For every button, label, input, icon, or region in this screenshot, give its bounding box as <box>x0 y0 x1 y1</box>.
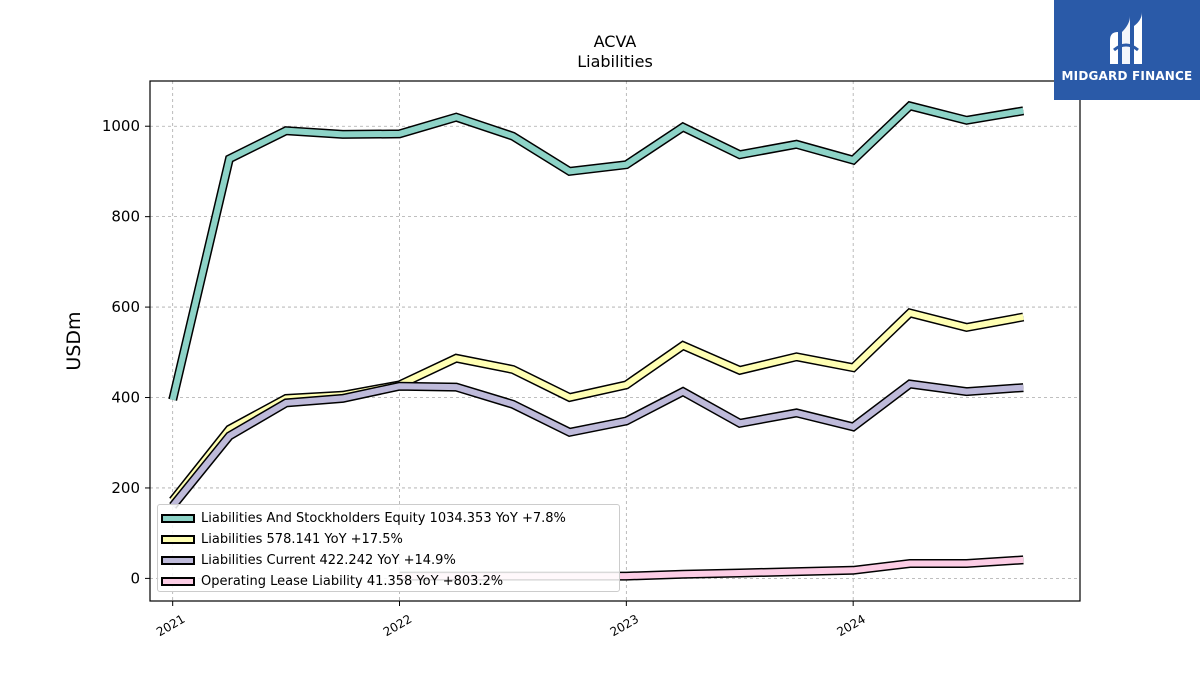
chart-title: ACVA <box>593 32 637 51</box>
x-tick-label: 2024 <box>834 612 867 639</box>
series-lines <box>168 100 1025 581</box>
series-line-0 <box>169 102 1024 401</box>
legend-label: Liabilities And Stockholders Equity 1034… <box>201 511 566 526</box>
series-line-2 <box>170 380 1024 508</box>
chart-subtitle: Liabilities <box>577 52 653 71</box>
y-tick-label: 600 <box>111 298 140 316</box>
legend-swatch <box>161 535 195 544</box>
y-axis-label: USDm <box>63 311 85 370</box>
x-tick-label: 2022 <box>381 612 414 639</box>
x-tick-label: 2021 <box>154 612 187 639</box>
logo-mark-icon <box>1110 12 1142 64</box>
series-line-1 <box>170 309 1024 503</box>
series-outline-0 <box>168 100 1025 401</box>
legend-item: Operating Lease Liability 41.358 YoY +80… <box>158 571 619 592</box>
legend-swatch <box>161 556 195 565</box>
series-outline-1 <box>169 308 1025 504</box>
legend-label: Operating Lease Liability 41.358 YoY +80… <box>201 574 504 589</box>
legend-item: Liabilities And Stockholders Equity 1034… <box>158 508 619 529</box>
y-tick-label: 0 <box>130 569 140 587</box>
logo-text: MIDGARD FINANCE <box>1061 69 1193 83</box>
legend-label: Liabilities Current 422.242 YoY +14.9% <box>201 553 456 568</box>
legend-item: Liabilities 578.141 YoY +17.5% <box>158 529 619 550</box>
legend-swatch <box>161 514 195 523</box>
legend-swatch <box>161 577 195 586</box>
y-tick-label: 400 <box>111 389 140 407</box>
y-tick-label: 200 <box>111 479 140 497</box>
y-tick-label: 1000 <box>102 117 140 135</box>
legend-label: Liabilities 578.141 YoY +17.5% <box>201 532 403 547</box>
x-tick-label: 2023 <box>608 612 641 639</box>
y-tick-label: 800 <box>111 208 140 226</box>
legend-item: Liabilities Current 422.242 YoY +14.9% <box>158 550 619 571</box>
plot-area-frame <box>149 80 1081 602</box>
logo: MIDGARD FINANCE <box>1054 0 1200 100</box>
legend: Liabilities And Stockholders Equity 1034… <box>157 504 620 592</box>
